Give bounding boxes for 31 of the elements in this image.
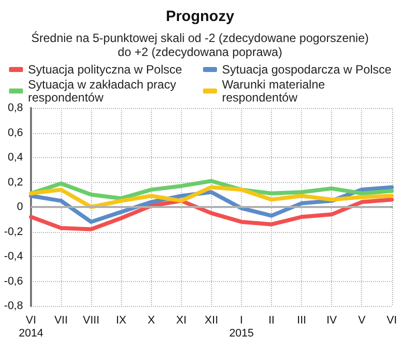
y-tick-label: -0,6 <box>4 275 23 288</box>
legend-label: Warunki materialne respondentów <box>222 78 326 104</box>
x-tick-label: VII <box>54 314 68 326</box>
y-tick-label: 0,2 <box>8 176 23 188</box>
x-tick-label: VI <box>386 314 398 326</box>
x-tick-label: III <box>297 314 306 326</box>
y-tick-label: -0,2 <box>4 226 23 238</box>
line-series <box>29 179 394 200</box>
chart-title: Prognozy <box>166 8 235 25</box>
legend-label: Sytuacja w zakładach pracy respondentów <box>28 78 176 104</box>
legend-label: Sytuacja polityczna w Polsce <box>28 62 182 76</box>
y-tick-label: 0,8 <box>8 102 23 114</box>
y-tick-label: -0,8 <box>4 300 23 312</box>
line-series <box>29 185 394 209</box>
y-tick-label: 0 <box>16 201 23 213</box>
x-tick-label: IX <box>116 314 128 326</box>
x-tick-label: V <box>358 314 366 326</box>
legend-label: Sytuacja gospodarcza w Polsce <box>222 62 392 76</box>
x-tick-label: VIII <box>82 314 100 326</box>
y-tick-label: 0,6 <box>8 126 23 139</box>
x-tick-label: II <box>268 314 275 326</box>
x-tick-label: VI 2014 <box>18 314 44 340</box>
x-tick-label: I 2015 <box>229 314 254 340</box>
line-series <box>29 198 394 232</box>
x-tick-label: IV <box>326 314 338 326</box>
y-tick-label: -0,4 <box>4 250 23 262</box>
x-tick-label: XI <box>176 314 187 326</box>
y-tick-label: 0,4 <box>8 152 23 164</box>
chart-subtitle: Średnie na 5-punktowej skali od -2 (zdecydowane pogorszenie) do +2 (zdecydowana poprawa) <box>31 31 369 59</box>
x-tick-label: X <box>148 314 156 326</box>
x-tick-label: XII <box>204 314 218 326</box>
